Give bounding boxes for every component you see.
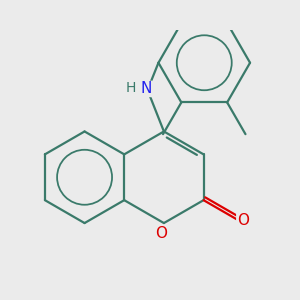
Text: N: N — [141, 81, 152, 96]
Text: O: O — [154, 226, 166, 242]
Text: O: O — [237, 213, 249, 228]
Text: H: H — [125, 81, 136, 95]
